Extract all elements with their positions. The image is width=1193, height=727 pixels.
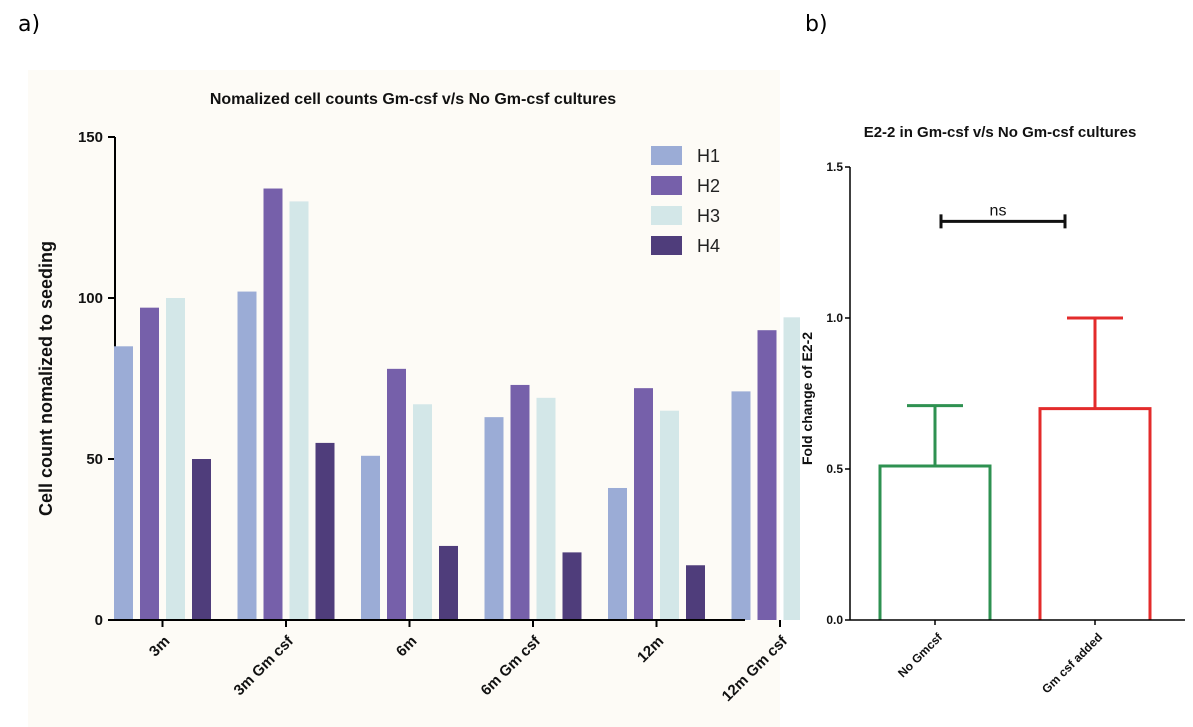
legend-swatch bbox=[651, 176, 682, 195]
legend-swatch bbox=[651, 206, 682, 225]
x-tick-label: Gm csf added bbox=[1039, 630, 1105, 696]
bar-h2 bbox=[387, 368, 406, 620]
chart-title: E2-2 in Gm-csf v/s No Gm-csf cultures bbox=[864, 124, 1137, 141]
y-tick-label: 1.0 bbox=[826, 311, 843, 325]
legend-label: H2 bbox=[697, 176, 720, 196]
panel-label-b: b) bbox=[805, 12, 828, 37]
panel-label-a: a) bbox=[18, 12, 41, 37]
legend-label: H3 bbox=[697, 206, 720, 226]
bar-h4 bbox=[192, 459, 211, 620]
significance-label: ns bbox=[990, 202, 1007, 219]
y-tick-label: 150 bbox=[78, 129, 103, 146]
y-tick-label: 0.0 bbox=[826, 613, 843, 627]
y-tick-label: 0 bbox=[95, 612, 103, 629]
legend-swatch bbox=[651, 236, 682, 255]
chart-title: Nomalized cell counts Gm-csf v/s No Gm-c… bbox=[210, 91, 616, 108]
bar-h4 bbox=[686, 565, 705, 620]
y-axis-label: Fold change of E2-2 bbox=[799, 332, 815, 465]
bar-h2 bbox=[263, 188, 283, 620]
bar-h3 bbox=[413, 404, 432, 620]
bar-h2 bbox=[634, 388, 653, 620]
bar-h1 bbox=[361, 455, 380, 620]
bar-h1 bbox=[114, 346, 133, 620]
cell-count-bar-chart: Nomalized cell counts Gm-csf v/s No Gm-c… bbox=[36, 91, 800, 705]
y-tick-label: 100 bbox=[78, 290, 103, 307]
legend-label: H4 bbox=[697, 236, 720, 256]
bar-h4 bbox=[562, 552, 582, 620]
legend-swatch bbox=[651, 146, 682, 165]
bar-h2 bbox=[510, 384, 530, 620]
bar-h4 bbox=[315, 442, 335, 620]
x-tick-label: No Gmcsf bbox=[895, 630, 946, 681]
bar-h3 bbox=[660, 410, 679, 620]
bar-h1 bbox=[237, 291, 257, 620]
bar-h3 bbox=[166, 298, 185, 620]
bar-h2 bbox=[757, 330, 777, 620]
y-axis-label: Cell count nomalized to seeding bbox=[36, 241, 56, 516]
bar-h1 bbox=[484, 417, 504, 620]
bar-outline bbox=[878, 464, 992, 620]
bar-h3 bbox=[289, 201, 309, 620]
y-tick-label: 1.5 bbox=[826, 160, 843, 174]
bar-outline bbox=[1038, 407, 1152, 620]
bar-h3 bbox=[783, 317, 800, 620]
bar-h3 bbox=[536, 397, 556, 620]
bar-h1 bbox=[608, 487, 627, 620]
bar-h2 bbox=[140, 307, 159, 620]
bar-h4 bbox=[439, 545, 458, 620]
y-tick-label: 50 bbox=[86, 451, 103, 468]
bar-h1 bbox=[731, 391, 751, 620]
y-tick-label: 0.5 bbox=[826, 462, 843, 476]
legend-label: H1 bbox=[697, 146, 720, 166]
